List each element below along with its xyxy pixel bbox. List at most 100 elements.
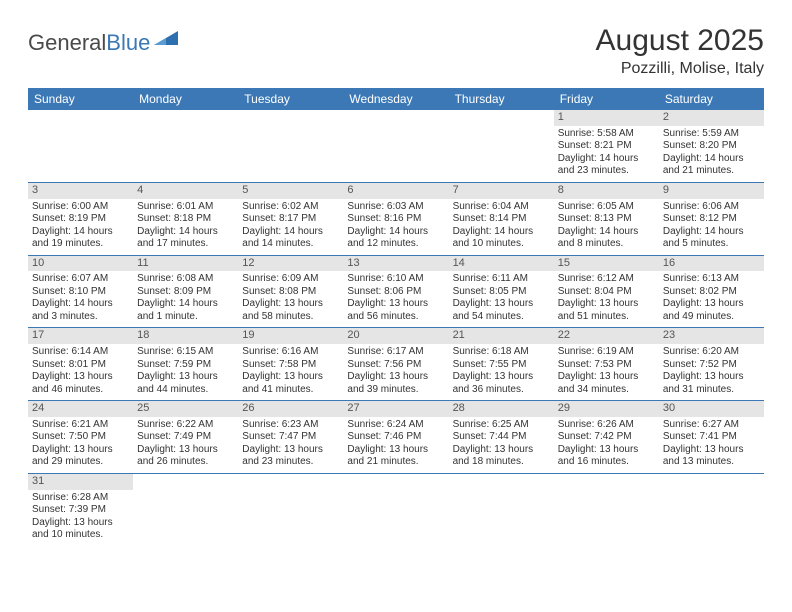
day-number: 4 [133,183,238,199]
daylight-text: Daylight: 13 hours and 54 minutes. [453,298,550,323]
calendar-cell: 15Sunrise: 6:12 AMSunset: 8:04 PMDayligh… [554,255,659,328]
sunset-text: Sunset: 7:58 PM [242,359,339,372]
sunrise-text: Sunrise: 6:17 AM [347,346,444,359]
day-details: Sunrise: 5:58 AMSunset: 8:21 PMDaylight:… [558,128,655,178]
day-details: Sunrise: 6:13 AMSunset: 8:02 PMDaylight:… [663,273,760,323]
header: GeneralBlue August 2025 Pozzilli, Molise… [28,24,764,78]
calendar-cell: 19Sunrise: 6:16 AMSunset: 7:58 PMDayligh… [238,328,343,401]
calendar-cell: 16Sunrise: 6:13 AMSunset: 8:02 PMDayligh… [659,255,764,328]
day-number: 15 [554,256,659,272]
sunset-text: Sunset: 8:18 PM [137,213,234,226]
daylight-text: Daylight: 14 hours and 1 minute. [137,298,234,323]
day-number: 16 [659,256,764,272]
calendar-cell: 27Sunrise: 6:24 AMSunset: 7:46 PMDayligh… [343,401,448,474]
day-number: 13 [343,256,448,272]
daylight-text: Daylight: 14 hours and 10 minutes. [453,226,550,251]
daylight-text: Daylight: 13 hours and 16 minutes. [558,444,655,469]
day-details: Sunrise: 6:06 AMSunset: 8:12 PMDaylight:… [663,201,760,251]
day-number: 30 [659,401,764,417]
sunset-text: Sunset: 8:06 PM [347,286,444,299]
sunrise-text: Sunrise: 6:20 AM [663,346,760,359]
sunrise-text: Sunrise: 6:25 AM [453,419,550,432]
calendar-cell: 1Sunrise: 5:58 AMSunset: 8:21 PMDaylight… [554,110,659,182]
day-details: Sunrise: 6:24 AMSunset: 7:46 PMDaylight:… [347,419,444,469]
day-details: Sunrise: 6:00 AMSunset: 8:19 PMDaylight:… [32,201,129,251]
weekday-header: Monday [133,88,238,110]
calendar-header-row: Sunday Monday Tuesday Wednesday Thursday… [28,88,764,110]
day-number: 18 [133,328,238,344]
calendar-cell: 5Sunrise: 6:02 AMSunset: 8:17 PMDaylight… [238,182,343,255]
day-number: 8 [554,183,659,199]
day-details: Sunrise: 6:22 AMSunset: 7:49 PMDaylight:… [137,419,234,469]
calendar-cell: 30Sunrise: 6:27 AMSunset: 7:41 PMDayligh… [659,401,764,474]
sunrise-text: Sunrise: 6:11 AM [453,273,550,286]
day-details: Sunrise: 6:09 AMSunset: 8:08 PMDaylight:… [242,273,339,323]
calendar-cell: 6Sunrise: 6:03 AMSunset: 8:16 PMDaylight… [343,182,448,255]
daylight-text: Daylight: 13 hours and 21 minutes. [347,444,444,469]
sunset-text: Sunset: 7:39 PM [32,504,129,517]
day-number: 28 [449,401,554,417]
weekday-header: Wednesday [343,88,448,110]
calendar-cell: 18Sunrise: 6:15 AMSunset: 7:59 PMDayligh… [133,328,238,401]
sunrise-text: Sunrise: 6:13 AM [663,273,760,286]
sunrise-text: Sunrise: 6:14 AM [32,346,129,359]
calendar-body: 1Sunrise: 5:58 AMSunset: 8:21 PMDaylight… [28,110,764,546]
daylight-text: Daylight: 13 hours and 58 minutes. [242,298,339,323]
sunrise-text: Sunrise: 6:18 AM [453,346,550,359]
day-number: 11 [133,256,238,272]
sunset-text: Sunset: 8:19 PM [32,213,129,226]
day-details: Sunrise: 6:26 AMSunset: 7:42 PMDaylight:… [558,419,655,469]
calendar-cell [133,473,238,545]
daylight-text: Daylight: 13 hours and 34 minutes. [558,371,655,396]
sunset-text: Sunset: 8:17 PM [242,213,339,226]
calendar-cell [343,473,448,545]
calendar-cell [449,110,554,182]
sunset-text: Sunset: 8:10 PM [32,286,129,299]
calendar-cell: 29Sunrise: 6:26 AMSunset: 7:42 PMDayligh… [554,401,659,474]
daylight-text: Daylight: 14 hours and 21 minutes. [663,153,760,178]
calendar-cell: 8Sunrise: 6:05 AMSunset: 8:13 PMDaylight… [554,182,659,255]
day-number: 2 [659,110,764,126]
daylight-text: Daylight: 13 hours and 44 minutes. [137,371,234,396]
sunset-text: Sunset: 7:52 PM [663,359,760,372]
title-block: August 2025 Pozzilli, Molise, Italy [596,24,764,78]
calendar-row: 10Sunrise: 6:07 AMSunset: 8:10 PMDayligh… [28,255,764,328]
calendar-cell: 24Sunrise: 6:21 AMSunset: 7:50 PMDayligh… [28,401,133,474]
sunrise-text: Sunrise: 6:12 AM [558,273,655,286]
sunset-text: Sunset: 8:13 PM [558,213,655,226]
day-details: Sunrise: 6:20 AMSunset: 7:52 PMDaylight:… [663,346,760,396]
sunset-text: Sunset: 7:49 PM [137,431,234,444]
sunrise-text: Sunrise: 6:26 AM [558,419,655,432]
day-details: Sunrise: 6:17 AMSunset: 7:56 PMDaylight:… [347,346,444,396]
day-number: 19 [238,328,343,344]
day-number: 9 [659,183,764,199]
sunset-text: Sunset: 8:20 PM [663,140,760,153]
sunrise-text: Sunrise: 6:16 AM [242,346,339,359]
calendar-cell: 13Sunrise: 6:10 AMSunset: 8:06 PMDayligh… [343,255,448,328]
calendar-page: GeneralBlue August 2025 Pozzilli, Molise… [0,0,792,570]
sunrise-text: Sunrise: 6:10 AM [347,273,444,286]
calendar-cell [449,473,554,545]
sunrise-text: Sunrise: 6:22 AM [137,419,234,432]
sunset-text: Sunset: 7:46 PM [347,431,444,444]
calendar-cell: 21Sunrise: 6:18 AMSunset: 7:55 PMDayligh… [449,328,554,401]
calendar-cell: 31 Sunrise: 6:28 AMSunset: 7:39 PMDayligh… [28,473,133,545]
day-number: 31 [28,474,133,490]
day-details: Sunrise: 6:28 AMSunset: 7:39 PMDaylight:… [32,492,129,542]
sunset-text: Sunset: 8:16 PM [347,213,444,226]
calendar-row: 31 Sunrise: 6:28 AMSunset: 7:39 PMDayligh… [28,473,764,545]
weekday-header: Sunday [28,88,133,110]
calendar-cell: 20Sunrise: 6:17 AMSunset: 7:56 PMDayligh… [343,328,448,401]
day-number: 17 [28,328,133,344]
daylight-text: Daylight: 13 hours and 31 minutes. [663,371,760,396]
calendar-cell: 26Sunrise: 6:23 AMSunset: 7:47 PMDayligh… [238,401,343,474]
calendar-cell [28,110,133,182]
sunrise-text: Sunrise: 6:08 AM [137,273,234,286]
logo-text: GeneralBlue [28,30,150,56]
calendar-cell: 14Sunrise: 6:11 AMSunset: 8:05 PMDayligh… [449,255,554,328]
day-number: 3 [28,183,133,199]
calendar-cell: 11Sunrise: 6:08 AMSunset: 8:09 PMDayligh… [133,255,238,328]
daylight-text: Daylight: 14 hours and 12 minutes. [347,226,444,251]
day-details: Sunrise: 6:02 AMSunset: 8:17 PMDaylight:… [242,201,339,251]
day-number: 23 [659,328,764,344]
